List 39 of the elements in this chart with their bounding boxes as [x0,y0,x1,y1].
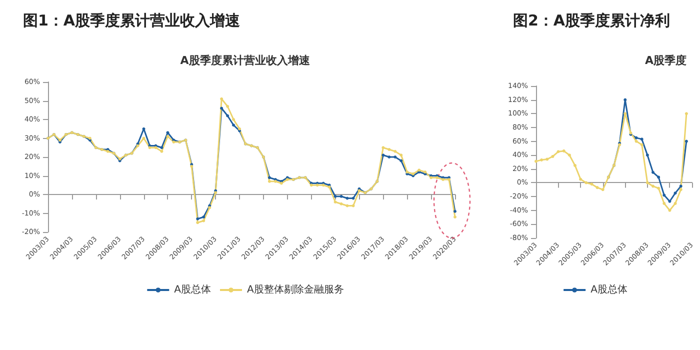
point [668,208,672,212]
point [662,194,666,197]
point [624,112,627,116]
point [679,184,682,188]
point [596,186,599,190]
point [624,98,627,102]
point [568,154,571,157]
point [674,202,677,205]
point [679,188,682,192]
chart-subtitle: A股季度累计营业收入增速 [180,54,311,67]
legend-label: A股总体 [590,284,628,296]
point [668,200,672,203]
point [662,202,666,205]
point [646,154,649,157]
point [684,112,688,116]
point [652,184,654,188]
point [551,154,554,158]
point [562,149,566,152]
chart-title: 图1：A股季度累计营业收入增速 [23,12,242,30]
point [684,140,688,143]
point [540,158,544,162]
point [556,150,560,154]
line-series [534,112,688,212]
point [640,138,644,141]
chart-title: 图2：A股季度累计净利 [513,12,670,30]
point [652,170,654,174]
point [634,136,638,140]
point [646,181,649,184]
legend-label: A股总体 [174,284,212,296]
point [579,178,582,181]
chart-subtitle: A股季度 [645,54,687,67]
point [634,140,638,143]
point [601,188,604,192]
point [657,186,660,190]
point [657,176,660,179]
point [674,192,677,195]
legend-label: A股整体剔除金融服务 [247,284,344,296]
point [590,182,594,186]
point [534,160,538,163]
